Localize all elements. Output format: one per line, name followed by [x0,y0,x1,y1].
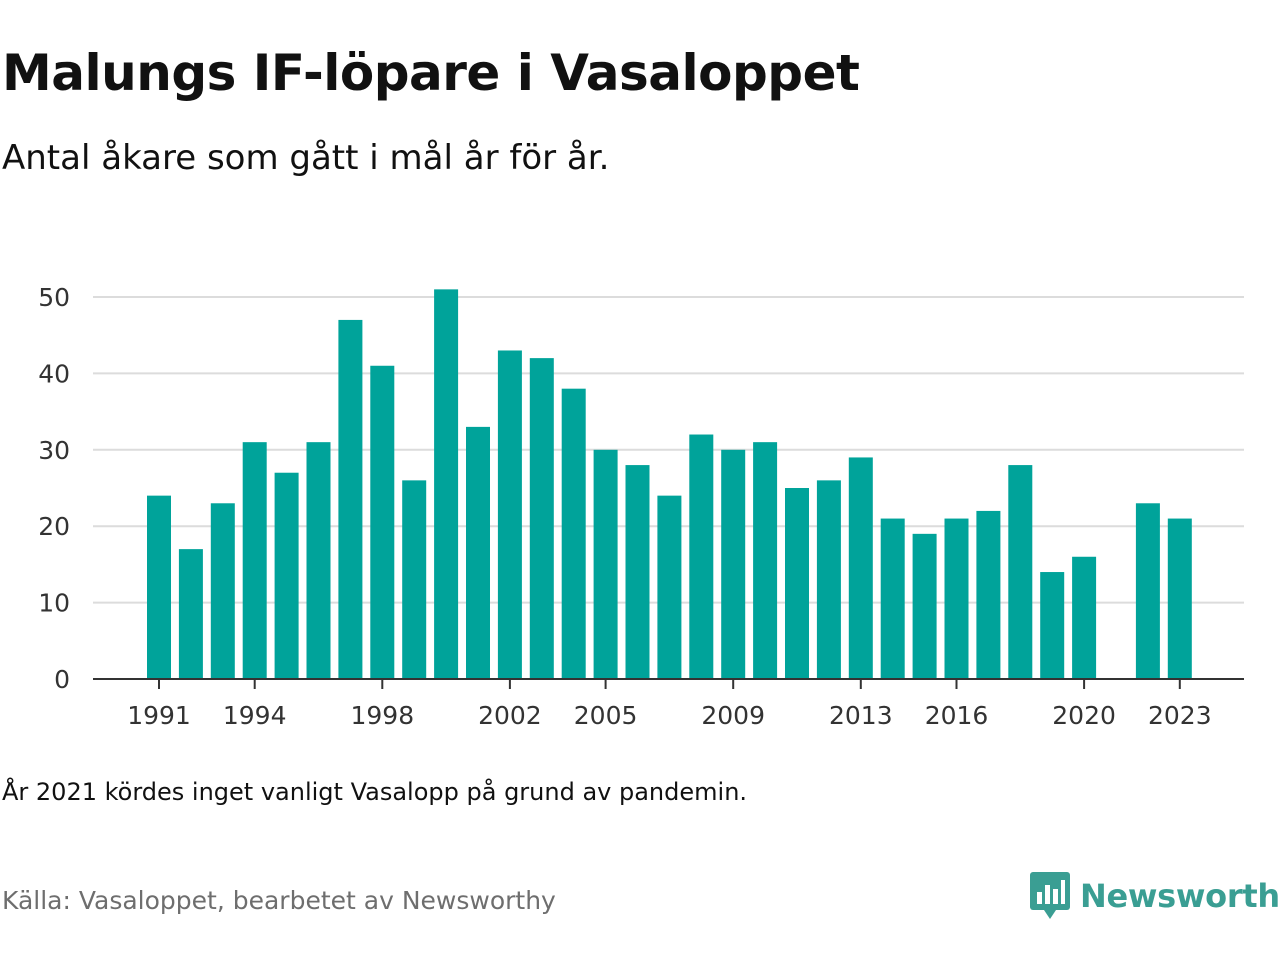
bar-chart: 0 10 20 30 40 50 1991 1994 1998 2002 2005 2009 2013 2… [38,283,1244,730]
y-tick-label: 10 [38,589,70,618]
bar-1999 [402,480,427,679]
x-tick-label: 1998 [350,701,414,730]
bar-2011 [785,488,809,679]
y-tick-label: 20 [38,512,70,541]
bar-2003 [529,358,554,679]
x-tick-label: 2023 [1148,701,1212,730]
bar-2018 [1008,465,1033,679]
bar-2019 [1040,572,1065,679]
bar-2002 [497,350,522,679]
bar-2020 [1072,556,1097,679]
bar-2006 [625,465,650,679]
x-tick-label: 1994 [223,701,287,730]
bar-2012 [816,480,841,679]
bar-2015 [912,533,937,679]
bar-2001 [466,426,490,679]
x-tick-label: 2016 [925,701,989,730]
bar-2000 [434,289,459,679]
bar-2008 [689,434,714,679]
y-tick-label: 40 [38,359,70,388]
x-tick-label: 2020 [1052,701,1116,730]
bar-1994 [242,442,267,679]
bar-2017 [976,510,1001,679]
bar-2010 [753,442,778,679]
bar-1991 [147,495,171,679]
axes: 0 10 20 30 40 50 1991 1994 1998 2002 2005 2009 2013 2… [38,283,1244,730]
newsworthy-logo: Newsworthy [1030,872,1280,920]
newsworthy-logo-icon [1030,872,1070,920]
y-tick-label: 30 [38,436,70,465]
x-tick-label: 2002 [478,701,542,730]
bars [147,289,1192,679]
bar-2014 [880,518,905,679]
footnote: År 2021 kördes inget vanligt Vasalopp på… [2,778,748,806]
x-tick-label: 1991 [127,701,191,730]
bar-2013 [848,457,873,679]
source-text: Källa: Vasaloppet, bearbetet av Newswort… [2,886,556,915]
bar-1997 [338,319,363,679]
bar-2007 [657,495,682,679]
bar-2005 [593,449,618,679]
x-tick-label: 2005 [574,701,638,730]
bar-2022 [1135,503,1160,679]
chart-title: Malungs IF-löpare i Vasaloppet [2,44,860,102]
bar-1996 [306,442,331,679]
bar-2023 [1167,518,1192,679]
bar-2004 [561,388,586,679]
bar-1993 [210,503,235,679]
bar-1992 [178,549,203,679]
chart-subtitle: Antal åkare som gått i mål år för år. [2,138,610,178]
x-tick-label: 2009 [701,701,765,730]
brand-name: Newsworthy [1080,877,1280,915]
y-tick-label: 50 [38,283,70,312]
bar-1995 [274,472,299,679]
bar-2009 [721,449,746,679]
y-tick-label: 0 [54,665,70,694]
bar-1998 [370,365,395,679]
bar-2016 [944,518,969,679]
x-tick-label: 2013 [829,701,893,730]
